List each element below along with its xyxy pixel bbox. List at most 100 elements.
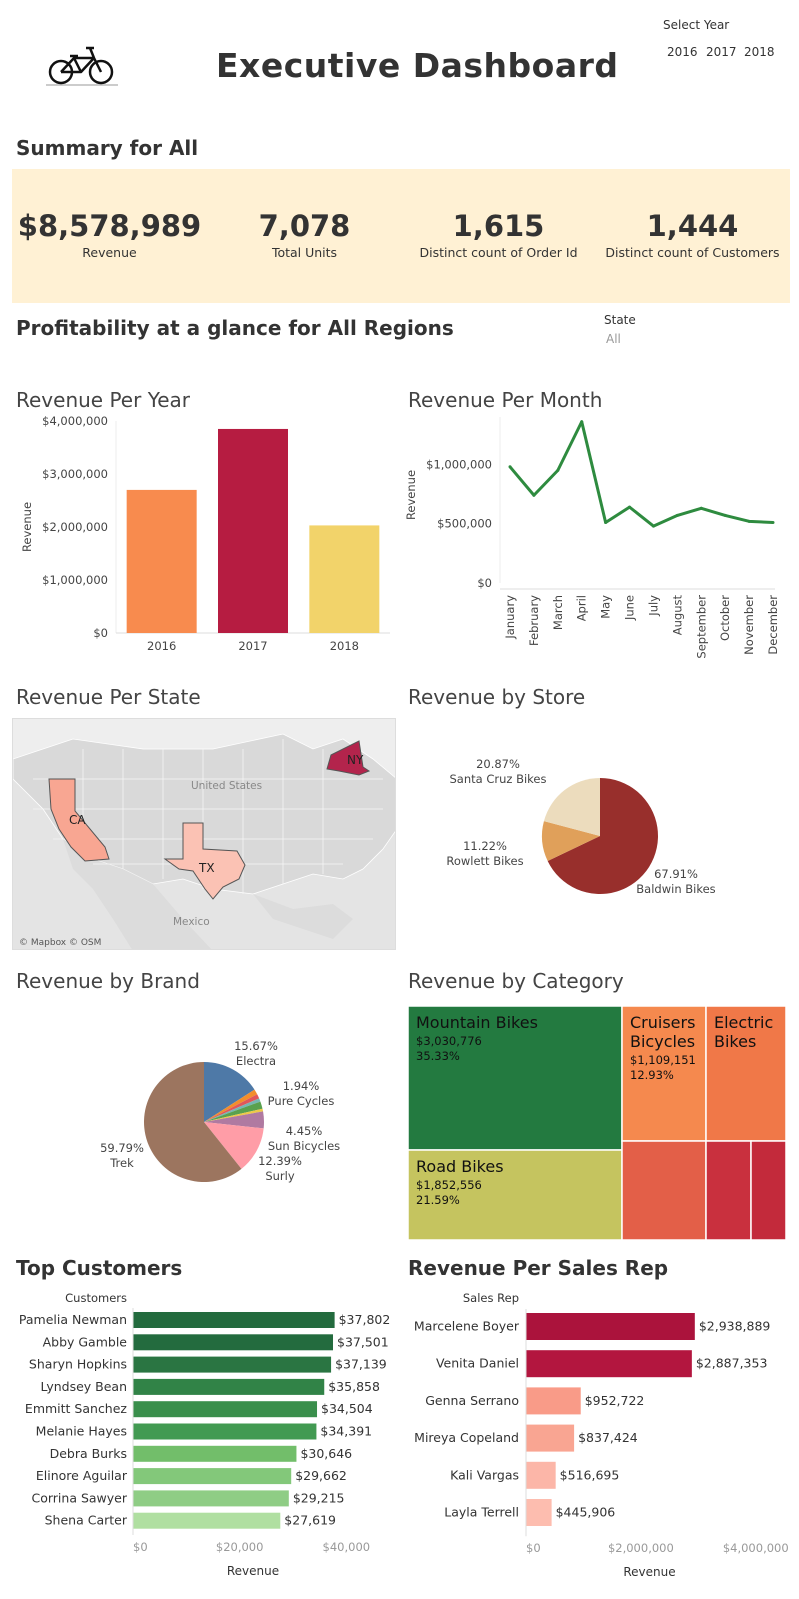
bar-emmitt-sanchez[interactable] <box>133 1401 318 1418</box>
brand-slice-5[interactable] <box>204 1108 264 1122</box>
bar-layla-terrell[interactable] <box>526 1499 552 1526</box>
revenue-per-month-chart: $0 $500,000 $1,000,000 Revenue January Februa… <box>404 417 780 659</box>
point-june[interactable] <box>628 505 632 509</box>
tile-pct-label: 12.93% <box>630 1068 674 1082</box>
brand-slice-sun-bicycles[interactable] <box>204 1111 265 1129</box>
brand-slice-3[interactable] <box>204 1098 261 1122</box>
point-september[interactable] <box>699 506 703 510</box>
y-axis-title: Revenue <box>404 470 418 520</box>
treemap-tile-electric-bikes[interactable] <box>705 1006 786 1142</box>
y-axis-title: Sales Rep <box>463 1291 519 1305</box>
bar-lyndsey-bean[interactable] <box>133 1378 325 1395</box>
store-slice-santa-cruz-bikes[interactable] <box>543 778 600 836</box>
treemap-tile-mountain-bikes[interactable] <box>408 1006 623 1151</box>
tile-value-label: $3,030,776 <box>416 1034 482 1048</box>
top-customers-chart: Customers Pamelia Newman $37,802 Abby Gambl… <box>19 1291 390 1578</box>
x-tick-label: August <box>670 595 684 636</box>
point-february[interactable] <box>532 493 536 497</box>
store-slice-baldwin-bikes[interactable] <box>547 778 658 894</box>
x-tick-label: 2017 <box>238 639 267 653</box>
brand-slice-trek[interactable] <box>144 1062 242 1182</box>
page-title: Executive Dashboard <box>216 46 619 85</box>
bar-kali-vargas[interactable] <box>526 1461 556 1489</box>
kpi-total-units: 7,078 Total Units <box>207 209 402 260</box>
brand-slice-surly[interactable] <box>204 1122 264 1169</box>
slice-pct-label: 4.45% <box>286 1124 323 1138</box>
bar-debra-burks[interactable] <box>133 1445 297 1462</box>
point-may[interactable] <box>604 521 608 525</box>
slice-name-label: Trek <box>109 1156 134 1170</box>
x-tick-label: $0 <box>133 1540 148 1554</box>
point-january[interactable] <box>508 465 512 469</box>
bar-shena-carter[interactable] <box>133 1512 281 1529</box>
brand-slice-1[interactable] <box>204 1089 258 1122</box>
slice-pct-label: 11.22% <box>463 839 507 853</box>
treemap-tile-segment-6[interactable] <box>750 1140 786 1240</box>
bar-corrina-sawyer[interactable] <box>133 1490 289 1507</box>
kpi-customers: 1,444 Distinct count of Customers <box>595 209 790 260</box>
kpi-label: Distinct count of Order Id <box>419 245 578 260</box>
row-label: Mireya Copeland <box>414 1430 519 1445</box>
bar-marcelene-boyer[interactable] <box>526 1313 695 1340</box>
bar-venita-daniel[interactable] <box>526 1350 692 1378</box>
row-label: Emmitt Sanchez <box>25 1401 128 1416</box>
point-october[interactable] <box>723 513 727 517</box>
x-tick-label: May <box>599 595 613 619</box>
state-filter-dropdown[interactable]: All <box>606 332 621 346</box>
tile-name-label: Road Bikes <box>416 1157 504 1176</box>
y-tick-label: $1,000,000 <box>42 573 108 587</box>
chart-title-revenue-per-sales-rep: Revenue Per Sales Rep <box>408 1256 669 1280</box>
bar-elinore-aguilar[interactable] <box>133 1468 292 1485</box>
treemap-tile-segment-5[interactable] <box>705 1140 752 1240</box>
profitability-heading: Profitability at a glance for All Region… <box>16 316 454 340</box>
year-option-2018[interactable]: 2018 <box>744 45 775 59</box>
logo <box>46 42 118 90</box>
bar-pamelia-newman[interactable] <box>133 1312 335 1328</box>
x-tick-label: $2,000,000 <box>608 1541 674 1555</box>
point-april[interactable] <box>580 420 584 424</box>
x-tick-label: March <box>551 595 565 630</box>
treemap-tile-cruisers-bicycles[interactable] <box>621 1006 707 1142</box>
map-attribution: © Mapbox © OSM <box>19 938 101 948</box>
line-series-revenue[interactable] <box>508 420 774 528</box>
state-ca <box>48 778 110 862</box>
treemap-tile-segment-4[interactable] <box>621 1140 707 1240</box>
bar-genna-serrano[interactable] <box>526 1387 581 1415</box>
bar-2016[interactable] <box>126 489 197 633</box>
point-december[interactable] <box>771 521 775 525</box>
year-option-2017[interactable]: 2017 <box>706 45 737 59</box>
bar-value-label: $30,646 <box>300 1446 352 1461</box>
brand-slice-electra[interactable] <box>204 1062 255 1122</box>
chart-title-top-customers: Top Customers <box>16 1256 183 1280</box>
y-tick-label: $500,000 <box>437 517 492 531</box>
bar-abby-gamble[interactable] <box>133 1334 334 1351</box>
row-label: Pamelia Newman <box>19 1312 127 1327</box>
year-option-2016[interactable]: 2016 <box>667 45 698 59</box>
bar-value-label: $37,501 <box>337 1334 389 1349</box>
point-july[interactable] <box>651 524 655 528</box>
bar-mireya-copeland[interactable] <box>526 1424 575 1452</box>
brand-slice-pure-cycles[interactable] <box>204 1101 263 1122</box>
slice-name-label: Electra <box>236 1054 276 1068</box>
row-label: Genna Serrano <box>425 1393 519 1408</box>
revenue-per-state-map[interactable]: CA TX NY United States Mexico © Mapbox ©… <box>12 718 396 950</box>
store-slice-rowlett-bikes[interactable] <box>542 821 600 861</box>
treemap-tile-road-bikes[interactable] <box>408 1149 623 1240</box>
tile-name-label: Bikes <box>714 1032 756 1051</box>
point-march[interactable] <box>556 468 560 472</box>
brand-slice-2[interactable] <box>204 1094 260 1122</box>
bar-sharyn-hopkins[interactable] <box>133 1356 332 1373</box>
tile-value-label: $1,852,556 <box>416 1178 482 1192</box>
point-november[interactable] <box>747 519 751 523</box>
row-label: Marcelene Boyer <box>414 1319 520 1334</box>
tile-name-label: Mountain Bikes <box>416 1013 538 1032</box>
bar-2018[interactable] <box>309 525 380 633</box>
point-august[interactable] <box>675 513 679 517</box>
slice-name-label: Santa Cruz Bikes <box>450 772 547 786</box>
bar-value-label: $29,662 <box>295 1468 347 1483</box>
bar-value-label: $2,887,353 <box>696 1356 768 1371</box>
bar-melanie-hayes[interactable] <box>133 1423 317 1440</box>
bar-2017[interactable] <box>218 428 288 633</box>
x-tick-label: June <box>623 595 637 621</box>
x-tick-label: $20,000 <box>216 1540 264 1554</box>
